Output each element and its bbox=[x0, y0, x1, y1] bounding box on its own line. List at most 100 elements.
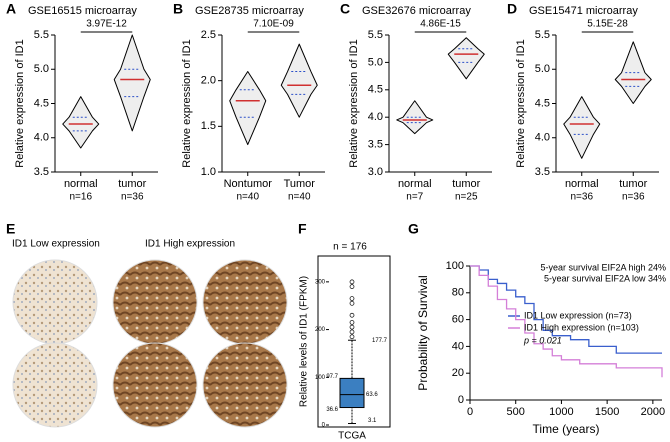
n-label: n=40 bbox=[236, 192, 259, 203]
p-value: 3.97E-12 bbox=[86, 19, 127, 30]
x-tick-label: 500 bbox=[507, 406, 525, 418]
x-tick-label: 2000 bbox=[641, 406, 665, 418]
legend-label: ID1 Low expression (n=73) bbox=[524, 310, 632, 320]
annotation: 5-year survival EIF2A high 24% bbox=[540, 262, 666, 272]
panel-letter: A bbox=[6, 1, 16, 17]
y-tick-label: 4.5 bbox=[535, 97, 550, 109]
n-label: n=16 bbox=[69, 192, 92, 203]
y-axis-label: Relative expression of ID1 bbox=[14, 39, 26, 167]
y-tick-label: 40 bbox=[452, 340, 464, 352]
outlier bbox=[349, 334, 355, 340]
y-axis-label: Relative expression of ID1 bbox=[348, 39, 360, 167]
y-tick-label: 5.5 bbox=[368, 29, 383, 41]
n-label: n=36 bbox=[570, 192, 593, 203]
y-tick-label: 1.5 bbox=[201, 120, 216, 132]
chart-title: GSE16515 microarray bbox=[28, 5, 137, 17]
ihc-label: ID1 High expression bbox=[145, 239, 235, 250]
panel-letter: D bbox=[507, 1, 517, 17]
y-tick-label: 4.5 bbox=[368, 84, 383, 96]
y-tick-label: 100 bbox=[446, 260, 464, 272]
y-tick-label: 5.0 bbox=[368, 56, 383, 68]
y-tick-label: 2.5 bbox=[201, 29, 216, 41]
y-tick-label: 4.0 bbox=[34, 132, 49, 144]
n-label: n=36 bbox=[622, 192, 645, 203]
value-label: 63.6 bbox=[366, 392, 378, 398]
p-value: 4.86E-15 bbox=[420, 19, 461, 30]
y-tick-label: 4.0 bbox=[535, 132, 550, 144]
y-tick-label: 5.0 bbox=[535, 63, 550, 75]
outlier bbox=[349, 329, 355, 335]
y-tick-label: 100 bbox=[315, 375, 326, 381]
x-tick-label: tumor bbox=[452, 178, 480, 190]
outlier bbox=[349, 312, 355, 318]
x-tick-label: normal bbox=[64, 178, 98, 190]
violin bbox=[563, 96, 601, 159]
panel-letter: B bbox=[173, 1, 183, 17]
y-tick-label: 4.5 bbox=[34, 97, 49, 109]
y-axis-label: Relative levels of ID1 (FPKM) bbox=[299, 276, 310, 407]
x-tick-label: 0 bbox=[467, 406, 473, 418]
ihc-label: ID1 Low expression bbox=[12, 239, 100, 250]
chart-title: GSE32676 microarray bbox=[362, 5, 471, 17]
y-tick-label: 3.0 bbox=[368, 166, 383, 178]
y-tick-label: 5.5 bbox=[34, 29, 49, 41]
outlier bbox=[349, 324, 355, 330]
annotation: 5-year survival EIF2A low 34% bbox=[544, 273, 666, 283]
outlier bbox=[349, 300, 355, 306]
violin bbox=[280, 43, 318, 118]
box bbox=[339, 377, 365, 409]
n-label: n=36 bbox=[121, 192, 144, 203]
value-label: 177.7 bbox=[372, 338, 388, 344]
n-label: n=25 bbox=[455, 192, 478, 203]
y-tick-label: 5.5 bbox=[535, 29, 550, 41]
violin bbox=[447, 37, 485, 80]
x-tick-label: tumor bbox=[619, 178, 647, 190]
x-tick-label: normal bbox=[398, 178, 432, 190]
panel-letter: G bbox=[408, 221, 419, 237]
y-tick-label: 3.5 bbox=[34, 166, 49, 178]
panel-letter: F bbox=[298, 221, 307, 237]
violin bbox=[229, 71, 267, 146]
y-axis-label: Probability of Survival bbox=[416, 275, 430, 390]
y-tick-label: 200 bbox=[315, 327, 326, 333]
outlier bbox=[349, 296, 355, 301]
x-tick-label: 1000 bbox=[549, 406, 573, 418]
ihc-core bbox=[202, 259, 288, 345]
y-tick-label: 80 bbox=[452, 287, 464, 299]
panel-letter: C bbox=[340, 1, 350, 17]
x-tick-label: Nontumor bbox=[224, 178, 273, 190]
annotation: p = 0.021 bbox=[523, 335, 562, 345]
violin bbox=[113, 34, 151, 132]
x-axis-label: Time (years) bbox=[533, 422, 600, 436]
chart-title: GSE28735 microarray bbox=[195, 5, 304, 17]
n-label: n=7 bbox=[406, 192, 423, 203]
x-tick-label: tumor bbox=[118, 178, 146, 190]
value-label: 97.7 bbox=[326, 374, 338, 380]
legend-label: ID1 High expression (n=103) bbox=[524, 322, 639, 332]
survival-curve bbox=[470, 265, 663, 378]
violin bbox=[62, 96, 100, 149]
survival-curve bbox=[470, 265, 662, 354]
y-tick-label: 5.0 bbox=[34, 63, 49, 75]
y-tick-label: 0 bbox=[322, 423, 326, 429]
y-axis-label: Relative expression of ID1 bbox=[515, 39, 527, 167]
chart-title: GSE15471 microarray bbox=[529, 5, 638, 17]
ihc-core bbox=[202, 342, 288, 428]
y-axis-label: Relative expression of ID1 bbox=[181, 39, 193, 167]
y-tick-label: 3.5 bbox=[368, 139, 383, 151]
ihc-core bbox=[12, 259, 98, 345]
x-tick-label: 1500 bbox=[595, 406, 619, 418]
p-value: 7.10E-09 bbox=[253, 19, 294, 30]
outlier bbox=[349, 279, 355, 285]
x-tick-label: normal bbox=[565, 178, 599, 190]
x-axis-label: TCGA bbox=[338, 431, 366, 442]
plot-frame bbox=[317, 255, 391, 428]
y-tick-label: 60 bbox=[452, 314, 464, 326]
outlier bbox=[349, 284, 355, 289]
chart-title: n = 176 bbox=[333, 242, 367, 253]
y-tick-label: 4.0 bbox=[368, 111, 383, 123]
y-tick-label: 0 bbox=[458, 394, 464, 406]
y-tick-label: 3.5 bbox=[535, 166, 550, 178]
y-tick-label: 300 bbox=[315, 279, 326, 285]
